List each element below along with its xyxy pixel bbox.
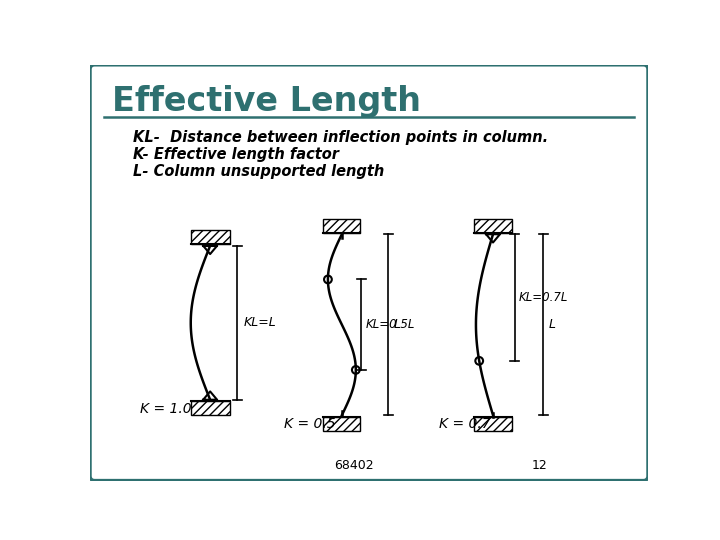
Text: KL-  Distance between inflection points in column.: KL- Distance between inflection points i… xyxy=(132,131,548,145)
Text: 12: 12 xyxy=(531,458,547,472)
Text: L: L xyxy=(549,318,556,331)
FancyBboxPatch shape xyxy=(90,65,648,481)
Text: KL=0.5L: KL=0.5L xyxy=(366,318,415,331)
Text: KL=0.7L: KL=0.7L xyxy=(518,291,568,304)
Bar xyxy=(191,401,230,415)
Text: K = 0.7: K = 0.7 xyxy=(438,417,490,431)
Text: Effective Length: Effective Length xyxy=(112,85,420,118)
Bar xyxy=(474,219,512,233)
Bar xyxy=(191,231,230,244)
Text: K = 1.0: K = 1.0 xyxy=(140,402,192,416)
Text: 68402: 68402 xyxy=(333,458,373,472)
Bar xyxy=(323,219,361,233)
Text: L: L xyxy=(394,318,401,331)
Text: KL=L: KL=L xyxy=(243,316,276,329)
Bar xyxy=(323,417,361,430)
Text: K = 0.5: K = 0.5 xyxy=(284,417,336,431)
Text: L- Column unsupported length: L- Column unsupported length xyxy=(132,164,384,179)
Text: K- Effective length factor: K- Effective length factor xyxy=(132,147,338,163)
Bar xyxy=(474,417,512,430)
